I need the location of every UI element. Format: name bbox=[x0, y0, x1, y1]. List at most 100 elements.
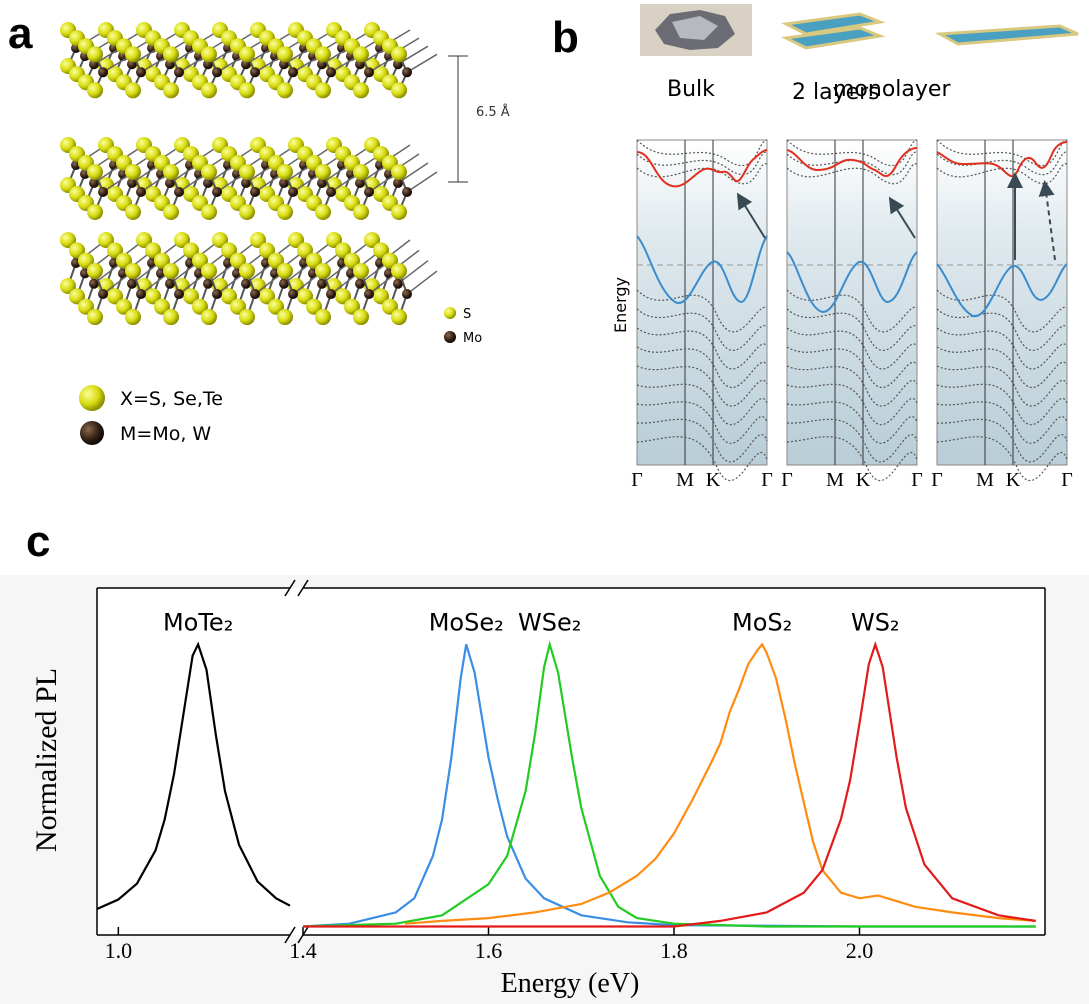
legend-sphere bbox=[444, 331, 456, 343]
atom-m bbox=[174, 187, 184, 197]
atom-s bbox=[315, 263, 331, 279]
atom-s bbox=[239, 204, 255, 220]
legend-label: Mo bbox=[463, 331, 482, 346]
spacing-label: 6.5 Å bbox=[476, 104, 510, 120]
atom-s bbox=[353, 82, 369, 98]
atom-s bbox=[391, 204, 407, 220]
figure: a 6.5 Å S Mo X=S, Se,Te M=Mo, W b Bulk 2… bbox=[0, 0, 1089, 1004]
k-label: Γ bbox=[1061, 469, 1073, 491]
x-axis-label: Energy (eV) bbox=[501, 968, 640, 999]
atom-s bbox=[315, 204, 331, 220]
atom-m bbox=[212, 67, 222, 77]
atom-s bbox=[125, 164, 141, 180]
atom-s bbox=[315, 309, 331, 325]
x-tick-label: 2.0 bbox=[846, 938, 874, 963]
x-tick-label: 1.0 bbox=[105, 938, 133, 963]
atom-s bbox=[391, 46, 407, 62]
k-label: Γ bbox=[761, 469, 773, 491]
atom-s bbox=[163, 46, 179, 62]
atom-s bbox=[163, 309, 179, 325]
atom-s bbox=[277, 46, 293, 62]
series-label: WS₂ bbox=[851, 608, 900, 636]
atom-s bbox=[201, 309, 217, 325]
column-label: Bulk bbox=[667, 77, 715, 102]
atom-m bbox=[326, 289, 336, 299]
series-label: MoSe₂ bbox=[429, 608, 504, 636]
x-tick-label: 1.4 bbox=[289, 938, 317, 963]
atom-m bbox=[212, 289, 222, 299]
k-label: K bbox=[1006, 469, 1021, 491]
panel-label: a bbox=[8, 9, 33, 58]
sample-photo bbox=[640, 4, 752, 56]
panel-label: b bbox=[552, 13, 579, 62]
k-label: M bbox=[826, 469, 844, 491]
atom-s bbox=[353, 204, 369, 220]
atom-m bbox=[174, 67, 184, 77]
atom-s bbox=[277, 164, 293, 180]
atom-m bbox=[250, 289, 260, 299]
legend-sphere bbox=[444, 307, 456, 319]
k-label: K bbox=[706, 469, 721, 491]
atom-m bbox=[136, 187, 146, 197]
atom-m bbox=[136, 289, 146, 299]
bond bbox=[407, 271, 437, 294]
atom-m bbox=[212, 187, 222, 197]
series-label: MoTe₂ bbox=[163, 608, 233, 636]
atom-s bbox=[391, 82, 407, 98]
atom-s bbox=[277, 204, 293, 220]
atom-s bbox=[353, 309, 369, 325]
atom-m bbox=[136, 67, 146, 77]
atom-s bbox=[391, 309, 407, 325]
legend-label: S bbox=[463, 307, 471, 322]
band-panel: ΓMKΓ bbox=[931, 140, 1073, 491]
atom-s bbox=[201, 164, 217, 180]
atom-m bbox=[288, 67, 298, 77]
legend-sphere bbox=[80, 421, 104, 445]
crystal-structure bbox=[60, 22, 437, 325]
series-label: WSe₂ bbox=[518, 608, 581, 636]
atom-s bbox=[391, 164, 407, 180]
atom-s bbox=[239, 164, 255, 180]
k-label: Γ bbox=[911, 469, 923, 491]
legend-sphere bbox=[79, 385, 105, 411]
k-label: M bbox=[976, 469, 994, 491]
band-frame bbox=[937, 140, 1067, 465]
atom-m bbox=[364, 187, 374, 197]
atom-m bbox=[402, 289, 412, 299]
atom-s bbox=[391, 263, 407, 279]
atom-s bbox=[163, 82, 179, 98]
atom-m bbox=[288, 187, 298, 197]
atom-m bbox=[364, 289, 374, 299]
atom-s bbox=[201, 204, 217, 220]
k-label: K bbox=[856, 469, 871, 491]
bond bbox=[407, 172, 437, 192]
atom-s bbox=[87, 309, 103, 325]
atom-s bbox=[125, 82, 141, 98]
atom-s bbox=[201, 46, 217, 62]
bond bbox=[407, 54, 437, 72]
x-tick-label: 1.8 bbox=[660, 938, 688, 963]
atom-s bbox=[87, 164, 103, 180]
atom-m bbox=[402, 187, 412, 197]
atom-m bbox=[288, 289, 298, 299]
atom-s bbox=[277, 263, 293, 279]
atom-s bbox=[125, 46, 141, 62]
layer-illustration bbox=[786, 14, 1078, 48]
atom-m bbox=[174, 289, 184, 299]
atom-s bbox=[353, 164, 369, 180]
atom-m bbox=[250, 67, 260, 77]
atom-s bbox=[163, 204, 179, 220]
atom-s bbox=[125, 204, 141, 220]
atom-s bbox=[277, 309, 293, 325]
atom-s bbox=[353, 263, 369, 279]
column-label: monolayer bbox=[833, 77, 951, 102]
atom-s bbox=[315, 46, 331, 62]
atom-s bbox=[239, 46, 255, 62]
atom-s bbox=[87, 46, 103, 62]
atom-s bbox=[277, 82, 293, 98]
atom-s bbox=[239, 263, 255, 279]
atom-m bbox=[250, 187, 260, 197]
atom-s bbox=[87, 263, 103, 279]
y-axis-label: Normalized PL bbox=[30, 668, 63, 852]
k-label: Γ bbox=[631, 469, 643, 491]
